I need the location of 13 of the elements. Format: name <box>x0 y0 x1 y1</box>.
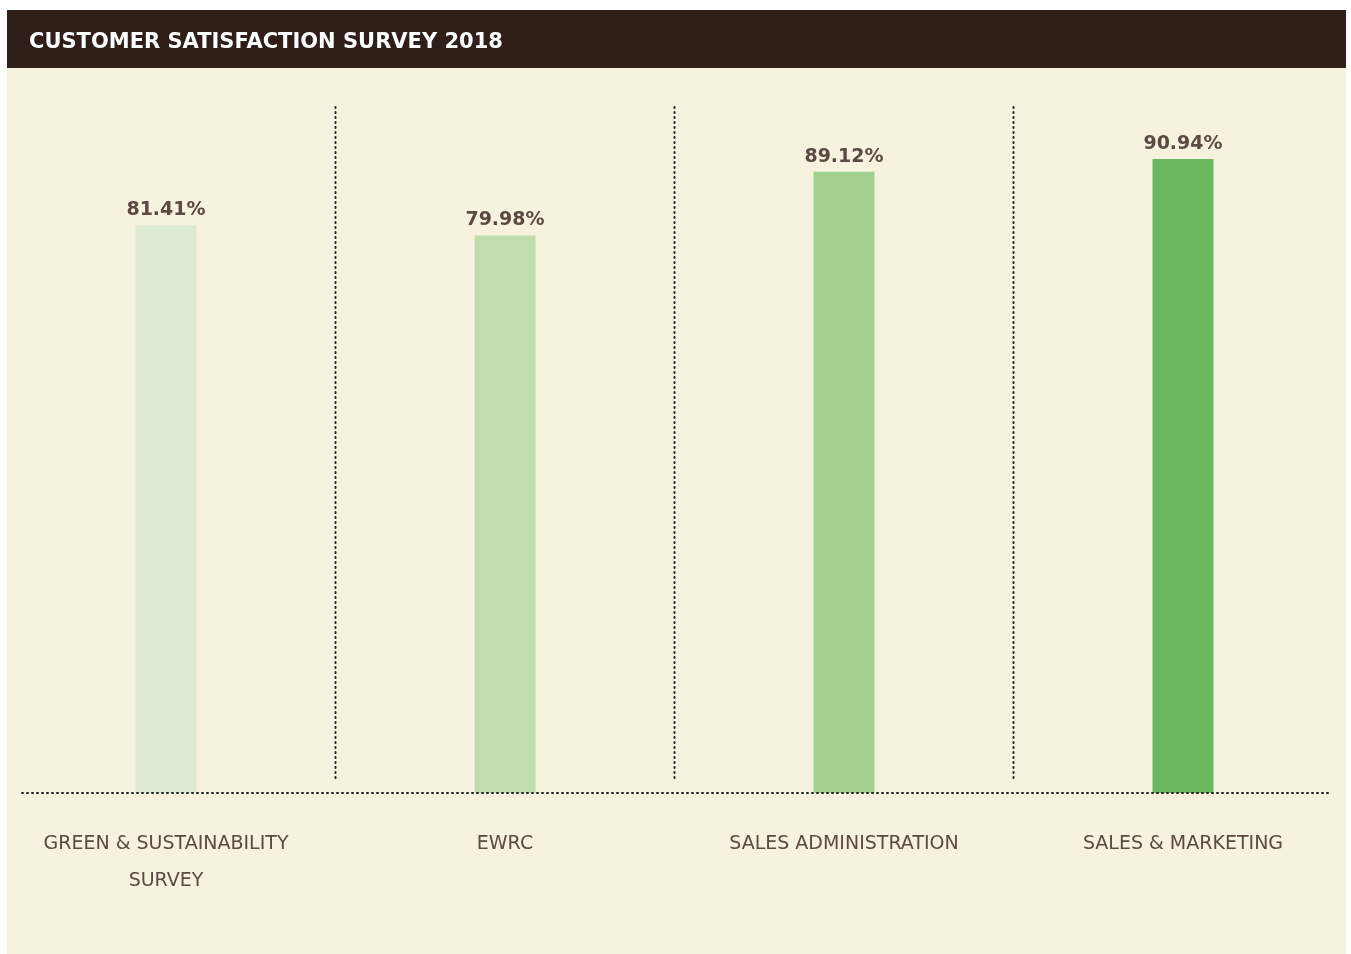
x-tick-label: SALES ADMINISTRATION <box>729 831 959 853</box>
data-label: 81.41% <box>126 197 206 220</box>
bar <box>813 171 875 793</box>
x-tick-label: SALES & MARKETING <box>1082 831 1284 853</box>
bar <box>474 235 536 793</box>
x-tick-label: GREEN & SUSTAINABILITY SURVEY <box>43 831 289 890</box>
x-tick-label: EWRC <box>476 831 534 853</box>
data-label: 79.98% <box>465 207 545 230</box>
bar <box>135 225 197 793</box>
bar <box>1152 159 1214 793</box>
chart-title: CUSTOMER SATISFACTION SURVEY 2018 <box>29 29 503 53</box>
data-label: 89.12% <box>804 143 884 166</box>
data-label: 90.94% <box>1143 131 1223 153</box>
